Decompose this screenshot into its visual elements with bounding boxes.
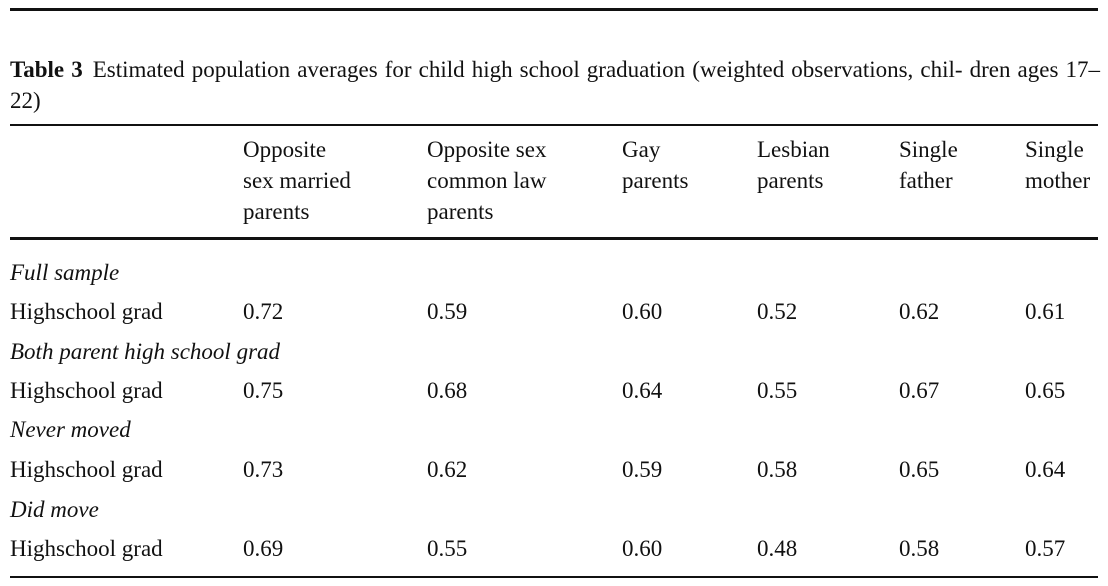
top-rule — [10, 8, 1098, 11]
table-cell: 0.65 — [899, 457, 940, 482]
table-row: Highschool grad 0.75 0.68 0.64 0.55 0.67… — [0, 375, 1108, 406]
column-header-common-law: Opposite sex common law parents — [427, 137, 547, 224]
section-title: Full sample — [10, 260, 120, 285]
table-cell: 0.55 — [427, 536, 468, 561]
table-cell: 0.59 — [622, 457, 663, 482]
bottom-rule — [10, 576, 1098, 578]
table-row: Highschool grad 0.69 0.55 0.60 0.48 0.58… — [0, 533, 1108, 564]
table-cell: 0.64 — [1025, 457, 1066, 482]
table-cell: 0.60 — [622, 536, 663, 561]
table-cell: 0.61 — [1025, 299, 1066, 324]
row-label: Highschool grad — [10, 299, 163, 324]
table-cell: 0.64 — [622, 378, 663, 403]
table-cell: 0.55 — [757, 378, 798, 403]
column-header-gay: Gay parents — [622, 137, 689, 193]
table-cell: 0.68 — [427, 378, 468, 403]
header-bottom-rule — [10, 237, 1098, 240]
table-cell: 0.59 — [427, 299, 468, 324]
table-cell: 0.72 — [243, 299, 284, 324]
table-cell: 0.65 — [1025, 378, 1066, 403]
row-label: Highschool grad — [10, 378, 163, 403]
row-label: Highschool grad — [10, 457, 163, 482]
column-header-lesbian: Lesbian parents — [757, 137, 830, 193]
table-row: Highschool grad 0.73 0.62 0.59 0.58 0.65… — [0, 454, 1108, 485]
table-cell: 0.69 — [243, 536, 284, 561]
column-header-single-father: Single father — [899, 137, 958, 193]
caption-text: Estimated population averages for child … — [10, 57, 1100, 113]
table-row: Highschool grad 0.72 0.59 0.60 0.52 0.62… — [0, 296, 1108, 327]
table-label: Table 3 — [10, 57, 83, 82]
table-caption: Table 3 Estimated population averages for… — [10, 54, 1100, 116]
table-cell: 0.62 — [899, 299, 940, 324]
table-cell: 0.58 — [899, 536, 940, 561]
table-cell: 0.60 — [622, 299, 663, 324]
table-cell: 0.57 — [1025, 536, 1066, 561]
table-cell: 0.48 — [757, 536, 798, 561]
column-header-married: Opposite sex married parents — [243, 137, 351, 224]
table-cell: 0.62 — [427, 457, 468, 482]
column-header-single-mother: Single mother — [1025, 137, 1091, 193]
table-cell: 0.52 — [757, 299, 798, 324]
table-cell: 0.75 — [243, 378, 284, 403]
row-label: Highschool grad — [10, 536, 163, 561]
section-title: Never moved — [10, 417, 131, 442]
table-cell: 0.67 — [899, 378, 940, 403]
header-top-rule — [10, 124, 1098, 126]
section-title: Both parent high school grad — [10, 339, 281, 364]
section-title: Did move — [10, 497, 99, 522]
table-cell: 0.73 — [243, 457, 284, 482]
table-cell: 0.58 — [757, 457, 798, 482]
